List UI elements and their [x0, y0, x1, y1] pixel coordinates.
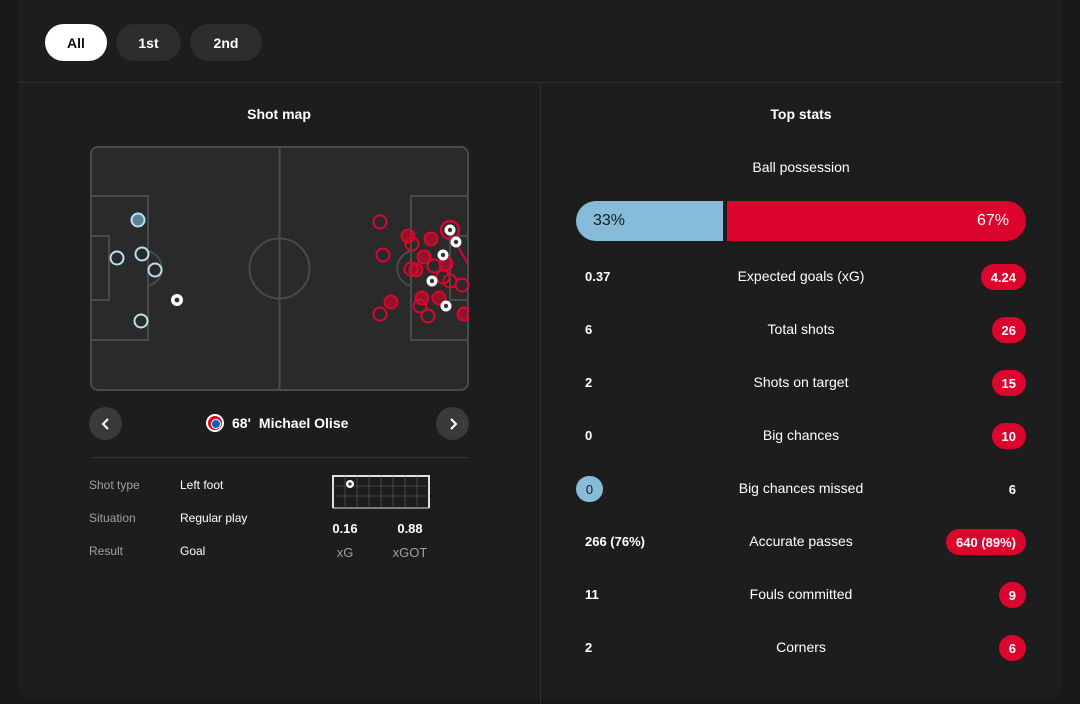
situation-value: Regular play: [180, 511, 248, 525]
away-shot: [375, 247, 391, 263]
stat-row-big-chances-missed: 0 Big chances missed 6: [576, 476, 1026, 502]
possession-away-fill: 67%: [727, 201, 1026, 241]
stat-row-big-chances: 0 Big chances 10: [576, 423, 1026, 449]
topstats-title: Top stats: [770, 106, 832, 122]
stat-away-value: 6: [1008, 481, 1016, 497]
filter-second-half-button[interactable]: 2nd: [190, 24, 262, 61]
stat-label: Accurate passes: [749, 533, 853, 549]
home-shot: [133, 313, 149, 329]
stat-home-value: 0.37: [585, 269, 611, 284]
stat-away-value: 4.24: [980, 264, 1026, 290]
stat-home-value: 11: [585, 587, 599, 602]
next-shot-button[interactable]: [436, 407, 469, 440]
shot-minute: 68': [232, 415, 251, 431]
stat-label: Fouls committed: [749, 586, 853, 602]
shot-type-label: Shot type: [89, 478, 140, 492]
shot-player-name: Michael Olise: [258, 415, 349, 431]
period-filter-bar: All 1st 2nd: [18, 0, 1062, 83]
away-shots: [372, 214, 469, 324]
shot-detail-divider: [90, 457, 469, 458]
home-shot: [130, 212, 146, 228]
home-shot: [147, 262, 163, 278]
stat-label: Corners: [776, 639, 826, 655]
shot-map-pitch[interactable]: [90, 146, 469, 391]
stat-label: Total shots: [767, 321, 835, 337]
away-shot: [412, 298, 428, 314]
shot-type-value: Left foot: [180, 478, 224, 492]
stat-home-value: 0: [585, 428, 593, 443]
home-shot: [134, 246, 150, 262]
stat-row-accurate-passes: 266 (76%) Accurate passes 640 (89%): [576, 529, 1026, 555]
stat-home-value: 6: [585, 322, 593, 337]
result-label: Result: [89, 544, 124, 558]
chevron-right-icon: [449, 417, 457, 430]
stat-away-value: 26: [991, 317, 1026, 343]
away-shot: [456, 306, 469, 322]
away-shot: [372, 306, 388, 322]
situation-label: Situation: [89, 511, 136, 525]
away-shot: [400, 228, 416, 244]
away-shot: [372, 214, 388, 230]
away-shot: [404, 236, 420, 252]
possession-home-value: 33%: [593, 212, 626, 229]
stat-away-value: 6: [998, 635, 1026, 661]
stat-row-corners: 2 Corners 6: [576, 635, 1026, 661]
away-shot: [431, 290, 447, 306]
stat-away-value: 15: [991, 370, 1026, 396]
stat-row-xg: 0.37 Expected goals (xG) 4.24: [576, 264, 1026, 290]
stat-home-value: 266 (76%): [585, 534, 645, 549]
stat-row-total-shots: 6 Total shots 26: [576, 317, 1026, 343]
stat-home-value: 2: [585, 375, 593, 390]
xgot-label: xGOT: [392, 545, 428, 560]
match-stats-card: All 1st 2nd Shot map: [18, 0, 1062, 704]
stat-row-shots-on-target: 2 Shots on target 15: [576, 370, 1026, 396]
filter-first-half-button[interactable]: 1st: [116, 24, 181, 61]
selected-shot-player: 68' Michael Olise: [206, 414, 348, 432]
result-value: Goal: [180, 544, 206, 558]
stat-home-value: 2: [585, 640, 593, 655]
shotmap-title: Shot map: [247, 106, 311, 122]
column-divider: [540, 84, 541, 704]
stat-away-value: 9: [998, 582, 1026, 608]
bayern-crest-icon: [206, 414, 224, 432]
xgot-value: 0.88: [397, 521, 423, 536]
away-shot: [442, 273, 458, 289]
xg-value: 0.16: [332, 521, 358, 536]
stat-label: Expected goals (xG): [737, 268, 865, 284]
possession-home-fill: 33%: [576, 201, 723, 241]
home-shots: [109, 212, 183, 329]
possession-bar: 33% 67%: [576, 201, 1026, 241]
filter-all-button[interactable]: All: [45, 24, 107, 61]
stat-label: Big chances: [762, 427, 840, 443]
stat-label: Big chances missed: [738, 480, 864, 496]
away-shot: [383, 294, 399, 310]
possession-label: Ball possession: [752, 159, 850, 175]
xg-label: xG: [336, 545, 354, 560]
home-shot: [109, 250, 125, 266]
stat-away-value: 10: [991, 423, 1026, 449]
stat-label: Shots on target: [753, 374, 849, 390]
away-shot: [423, 231, 439, 247]
away-shot: [416, 249, 432, 265]
stat-home-value: 0: [576, 476, 603, 502]
possession-away-value: 67%: [976, 212, 1009, 229]
stat-away-value: 640 (89%): [946, 529, 1026, 555]
previous-shot-button[interactable]: [89, 407, 122, 440]
stat-row-fouls: 11 Fouls committed 9: [576, 582, 1026, 608]
away-shot: [420, 308, 436, 324]
away-shot: [408, 262, 424, 278]
goal-frame-icon: [332, 475, 430, 509]
chevron-left-icon: [101, 417, 109, 430]
selected-shot: [439, 219, 461, 241]
